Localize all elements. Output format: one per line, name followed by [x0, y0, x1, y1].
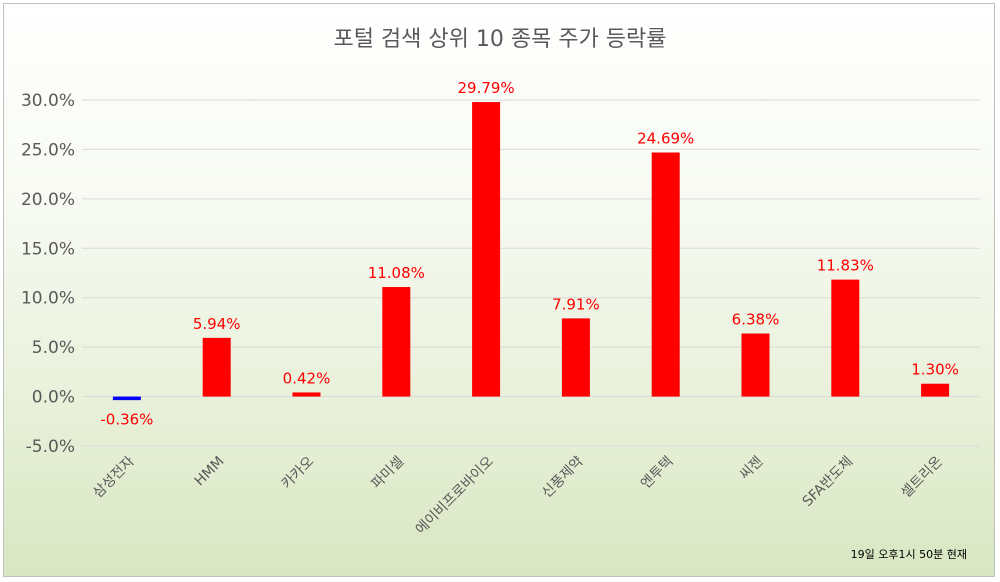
data-label: 24.69%	[637, 129, 694, 147]
bar	[382, 287, 411, 397]
y-tick-label: 0.0%	[32, 388, 75, 408]
bars	[112, 102, 950, 401]
data-label: 11.08%	[368, 264, 425, 282]
data-label: 0.42%	[283, 369, 331, 387]
category-label: 파미셀	[368, 454, 407, 493]
bar	[112, 396, 141, 401]
category-label: 셀트리온	[898, 453, 946, 501]
y-tick-label: 10.0%	[21, 289, 75, 309]
chart-title: 포털 검색 상위 10 종목 주가 등락률	[333, 27, 666, 52]
y-tick-label: 15.0%	[21, 239, 75, 259]
footnote: 19일 오후1시 50분 현재	[851, 547, 967, 561]
y-tick-label: 30.0%	[21, 91, 75, 111]
data-label: 29.79%	[457, 79, 514, 97]
y-tick-label: 5.0%	[32, 338, 75, 358]
bar	[651, 152, 680, 397]
y-axis-ticks: -5.0% 0.0% 5.0% 10.0% 15.0% 20.0% 25.0% 30.0%	[21, 91, 75, 457]
category-label: 에이비프로바이오	[413, 453, 497, 537]
y-tick-label: 25.0%	[21, 140, 75, 160]
data-label: -0.36%	[100, 411, 153, 429]
bar	[741, 333, 770, 397]
category-label: 삼성전자	[90, 453, 138, 501]
bar	[292, 392, 321, 397]
y-tick-label: -5.0%	[26, 437, 75, 457]
gridlines	[82, 99, 980, 447]
bar	[472, 102, 501, 397]
category-label: SFA반도체	[800, 454, 856, 510]
data-label: 1.30%	[911, 361, 959, 379]
category-label: 씨젠	[737, 454, 767, 484]
x-axis-categories: 삼성전자 HMM 카카오 파미셀 에이비프로바이오 신풍제약 엔투텍 씨젠 SFA반도체 셀트리온	[90, 453, 946, 537]
bar	[561, 318, 590, 397]
bar	[921, 383, 950, 397]
data-label: 7.91%	[552, 295, 600, 313]
data-label: 5.94%	[193, 315, 241, 333]
category-label: 카카오	[279, 453, 318, 492]
category-label: 엔투텍	[638, 454, 677, 493]
data-label: 11.83%	[817, 257, 874, 275]
y-tick-label: 20.0%	[21, 190, 75, 210]
category-label: HMM	[192, 454, 228, 490]
bar	[831, 279, 860, 397]
data-labels: -0.36% 5.94% 0.42% 11.08% 29.79% 7.91% 24.69% 6…	[100, 79, 959, 428]
data-label: 6.38%	[732, 311, 780, 329]
bar	[202, 337, 231, 397]
category-label: 신풍제약	[539, 453, 587, 501]
